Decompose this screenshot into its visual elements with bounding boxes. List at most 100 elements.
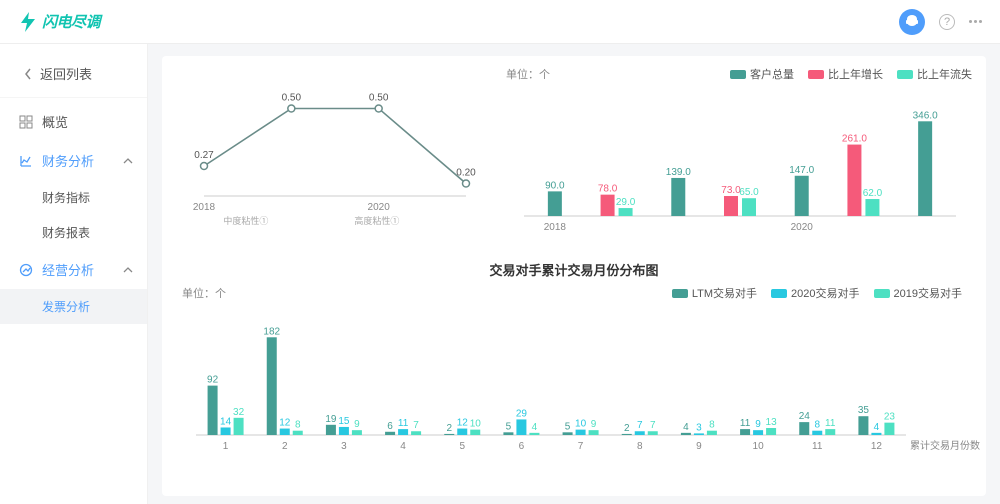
- legend-label: 2020交易对手: [791, 285, 859, 301]
- svg-text:6: 6: [387, 421, 393, 432]
- sidebar-item-finance-metrics[interactable]: 财务指标: [0, 180, 147, 215]
- svg-text:10: 10: [753, 441, 765, 452]
- svg-text:9: 9: [354, 419, 360, 430]
- sidebar-item-invoice[interactable]: 发票分析: [0, 289, 147, 324]
- svg-text:2: 2: [282, 441, 288, 452]
- svg-text:3: 3: [341, 441, 347, 452]
- svg-text:2018: 2018: [544, 222, 567, 233]
- help-icon[interactable]: ?: [939, 14, 955, 30]
- svg-text:2: 2: [446, 423, 452, 434]
- legend-item[interactable]: 2020交易对手: [771, 285, 859, 301]
- svg-text:0.20: 0.20: [456, 168, 476, 179]
- legend-item[interactable]: 2019交易对手: [874, 285, 962, 301]
- sidebar-item-biz[interactable]: 经营分析: [0, 250, 147, 289]
- svg-text:12: 12: [457, 418, 469, 429]
- top-charts-row: 0.2720180.500.5020200.20中度粘性①高度粘性① 单位：个 …: [176, 66, 972, 246]
- svg-text:5: 5: [565, 421, 571, 432]
- svg-text:5: 5: [459, 441, 465, 452]
- svg-text:5: 5: [506, 421, 512, 432]
- chart-icon: [18, 154, 34, 168]
- legend-item[interactable]: 比上年流失: [897, 66, 972, 82]
- legend-item[interactable]: 比上年增长: [808, 66, 883, 82]
- unit-label: 单位：个: [506, 66, 550, 82]
- svg-text:147.0: 147.0: [789, 165, 814, 176]
- back-button[interactable]: 返回列表: [0, 52, 147, 98]
- legend-swatch: [808, 70, 824, 79]
- svg-text:182: 182: [263, 326, 280, 337]
- svg-text:0.50: 0.50: [282, 93, 302, 104]
- legend: LTM交易对手 2020交易对手 2019交易对手: [672, 285, 962, 301]
- header-bar: 闪电尽调 ?: [0, 0, 1000, 44]
- svg-text:78.0: 78.0: [598, 184, 618, 195]
- svg-text:13: 13: [766, 417, 778, 428]
- svg-text:7: 7: [650, 420, 656, 431]
- svg-text:9: 9: [755, 419, 761, 430]
- svg-text:12: 12: [279, 418, 291, 429]
- bottom-chart-title: 交易对手累计交易月份分布图: [176, 260, 972, 279]
- stickiness-line-chart: 0.2720180.500.5020200.20中度粘性①高度粘性①: [176, 66, 486, 246]
- svg-text:0.27: 0.27: [194, 150, 214, 161]
- svg-text:15: 15: [338, 416, 350, 427]
- sidebar-item-overview[interactable]: 概览: [0, 102, 147, 141]
- svg-text:14: 14: [220, 416, 232, 427]
- svg-text:7: 7: [637, 420, 643, 431]
- legend: 客户总量 比上年增长 比上年流失: [730, 66, 972, 82]
- svg-text:4: 4: [874, 422, 880, 433]
- svg-text:23: 23: [884, 412, 896, 423]
- svg-text:29.0: 29.0: [616, 197, 636, 208]
- card: 0.2720180.500.5020200.20中度粘性①高度粘性① 单位：个 …: [162, 56, 986, 496]
- legend-swatch: [897, 70, 913, 79]
- svg-text:261.0: 261.0: [842, 134, 867, 145]
- trend-icon: [18, 263, 34, 277]
- sidebar-item-label: 财务指标: [42, 191, 90, 205]
- months-bar-chart: 9214321182128219159361174212105529465109…: [176, 307, 972, 488]
- support-button[interactable]: [899, 9, 925, 35]
- svg-text:中度粘性①: 中度粘性①: [223, 215, 268, 226]
- svg-text:10: 10: [575, 419, 587, 430]
- svg-text:7: 7: [413, 420, 419, 431]
- svg-text:65.0: 65.0: [739, 187, 759, 198]
- svg-text:35: 35: [858, 405, 870, 416]
- legend-swatch: [771, 289, 787, 298]
- sidebar-item-label: 经营分析: [42, 260, 94, 279]
- svg-text:8: 8: [709, 420, 715, 431]
- sidebar-item-label: 财务分析: [42, 151, 94, 170]
- sidebar-item-label: 财务报表: [42, 226, 90, 240]
- svg-text:90.0: 90.0: [545, 180, 565, 191]
- legend-label: 2019交易对手: [894, 285, 962, 301]
- sidebar-item-finance[interactable]: 财务分析: [0, 141, 147, 180]
- legend-label: LTM交易对手: [692, 285, 757, 301]
- logo[interactable]: 闪电尽调: [18, 11, 100, 33]
- header-actions: ?: [899, 9, 982, 35]
- overview-icon: [18, 115, 34, 129]
- legend-item[interactable]: LTM交易对手: [672, 285, 757, 301]
- legend-label: 客户总量: [750, 66, 794, 82]
- svg-text:92: 92: [207, 375, 219, 386]
- svg-text:8: 8: [637, 441, 643, 452]
- svg-text:2020: 2020: [368, 202, 391, 213]
- svg-text:9: 9: [591, 419, 597, 430]
- legend-swatch: [672, 289, 688, 298]
- svg-text:7: 7: [578, 441, 584, 452]
- legend-label: 比上年增长: [828, 66, 883, 82]
- svg-text:4: 4: [400, 441, 406, 452]
- svg-text:3: 3: [696, 422, 702, 433]
- svg-text:高度粘性①: 高度粘性①: [354, 215, 399, 226]
- chevron-left-icon: [24, 68, 32, 80]
- svg-text:4: 4: [683, 422, 689, 433]
- svg-text:2020: 2020: [791, 222, 814, 233]
- sidebar: 返回列表 概览 财务分析 财务指标 财务报表 经营分析 发票分析: [0, 44, 148, 504]
- legend-swatch: [874, 289, 890, 298]
- back-label: 返回列表: [40, 64, 92, 83]
- svg-text:4: 4: [532, 422, 538, 433]
- sidebar-item-finance-reports[interactable]: 财务报表: [0, 215, 147, 250]
- svg-text:73.0: 73.0: [721, 185, 741, 196]
- svg-text:11: 11: [825, 418, 836, 429]
- legend-label: 比上年流失: [917, 66, 972, 82]
- svg-text:9: 9: [696, 441, 702, 452]
- svg-text:1: 1: [223, 441, 229, 452]
- svg-text:29: 29: [516, 408, 528, 419]
- legend-item[interactable]: 客户总量: [730, 66, 794, 82]
- bolt-icon: [18, 11, 38, 33]
- more-icon[interactable]: [969, 20, 982, 23]
